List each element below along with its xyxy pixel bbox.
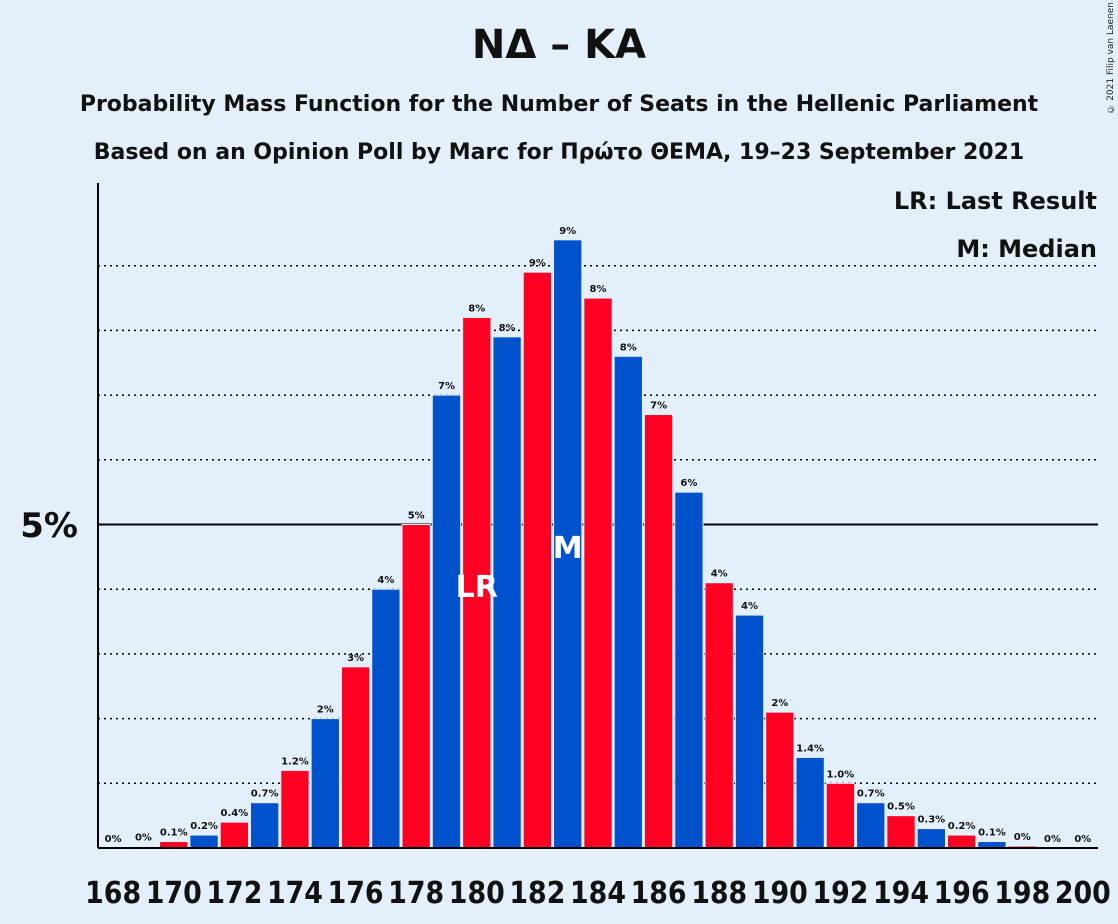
x-tick-label-186: 186: [631, 876, 687, 911]
bar-195: [916, 828, 946, 849]
bar-label-195: 0.3%: [917, 815, 945, 826]
bar-171: [189, 834, 219, 849]
bar-194: [886, 815, 916, 849]
bar-label-177: 4%: [377, 575, 394, 586]
bar-label-192: 1.0%: [827, 769, 855, 780]
x-tick-label-174: 174: [267, 876, 323, 911]
bar-label-183: 9%: [559, 226, 576, 237]
bar-label-200: 0%: [1074, 834, 1091, 845]
legend-last-result: LR: Last Result: [894, 187, 1097, 215]
bars: [128, 239, 1037, 849]
x-tick-label-192: 192: [812, 876, 868, 911]
last-result-marker: LR: [456, 570, 498, 605]
legend-median: M: Median: [956, 235, 1097, 263]
x-tick-label-196: 196: [934, 876, 990, 911]
bar-label-173: 0.7%: [251, 789, 279, 800]
bar-label-181: 8%: [499, 323, 516, 334]
x-tick-label-172: 172: [206, 876, 262, 911]
bar-176: [340, 666, 371, 849]
bar-label-168: 0%: [105, 834, 122, 845]
bar-label-197: 0.1%: [978, 828, 1006, 839]
bar-188: [704, 582, 734, 849]
bar-192: [825, 782, 856, 849]
bar-label-180: 8%: [468, 303, 485, 314]
bar-label-199: 0%: [1044, 834, 1061, 845]
bar-label-178: 5%: [408, 511, 425, 522]
bar-label-189: 4%: [741, 601, 758, 612]
bar-189: [734, 614, 765, 849]
x-tick-labels: 168 170 172 174 176 178 180 182 184 186 188 190 192 1…: [85, 876, 1111, 911]
bar-label-174: 1.2%: [281, 756, 309, 767]
x-tick-label-168: 168: [85, 876, 141, 911]
x-tick-label-176: 176: [328, 876, 384, 911]
bar-label-185: 8%: [620, 342, 637, 353]
bar-label-196: 0.2%: [948, 821, 976, 832]
bar-label-169: 0%: [135, 833, 152, 844]
bar-label-171: 0.2%: [190, 821, 218, 832]
bar-label-186: 7%: [650, 401, 667, 412]
bar-172: [219, 821, 250, 849]
bar-label-188: 4%: [711, 569, 728, 580]
bar-label-191: 1.4%: [796, 743, 824, 754]
bar-191: [795, 756, 825, 849]
x-tick-label-198: 198: [994, 876, 1050, 911]
chart-subtitle-source: Based on an Opinion Poll by Marc for Πρώ…: [93, 140, 1025, 165]
bar-label-172: 0.4%: [220, 808, 248, 819]
bar-177: [371, 588, 401, 849]
bar-184: [583, 297, 613, 849]
bar-186: [643, 414, 674, 849]
x-tick-label-178: 178: [388, 876, 444, 911]
bar-196: [946, 834, 977, 849]
chart-title: ΝΔ – ΚΑ: [471, 22, 647, 68]
bar-label-179: 7%: [438, 381, 455, 392]
x-tick-label-194: 194: [873, 876, 929, 911]
y-tick-label-5pct: 5%: [20, 506, 78, 546]
bar-175: [310, 718, 340, 849]
bar-label-190: 2%: [771, 698, 788, 709]
bar-label-176: 3%: [347, 653, 364, 664]
bar-174: [280, 769, 310, 849]
bar-value-labels: 0% 0% 0.1%0.2%0.4%0.7%1.2%2%3%4%5%7%8%8%9%…: [105, 226, 1092, 845]
x-tick-label-188: 188: [691, 876, 747, 911]
bar-markers: LR M: [456, 531, 583, 605]
bar-label-184: 8%: [590, 284, 607, 295]
bar-187: [674, 491, 704, 849]
bar-185: [613, 355, 643, 849]
x-tick-label-184: 184: [570, 876, 626, 911]
bar-label-170: 0.1%: [160, 828, 188, 839]
bar-193: [856, 802, 886, 849]
bar-182: [522, 271, 553, 849]
chart-subtitle: Probability Mass Function for the Number…: [79, 92, 1039, 117]
bar-label-187: 6%: [680, 478, 697, 489]
bar-label-182: 9%: [529, 258, 546, 269]
x-tick-label-170: 170: [146, 876, 202, 911]
x-tick-label-200: 200: [1055, 876, 1111, 911]
bar-label-198: 0%: [1014, 832, 1031, 843]
bar-label-175: 2%: [317, 705, 334, 716]
x-tick-label-180: 180: [449, 876, 505, 911]
bar-label-193: 0.7%: [857, 789, 885, 800]
bar-179: [431, 394, 462, 849]
median-marker: M: [553, 531, 583, 566]
bar-178: [401, 524, 431, 849]
bar-190: [765, 711, 795, 849]
bar-173: [250, 802, 280, 849]
x-tick-label-182: 182: [509, 876, 565, 911]
x-tick-label-190: 190: [752, 876, 808, 911]
bar-label-194: 0.5%: [887, 802, 915, 813]
